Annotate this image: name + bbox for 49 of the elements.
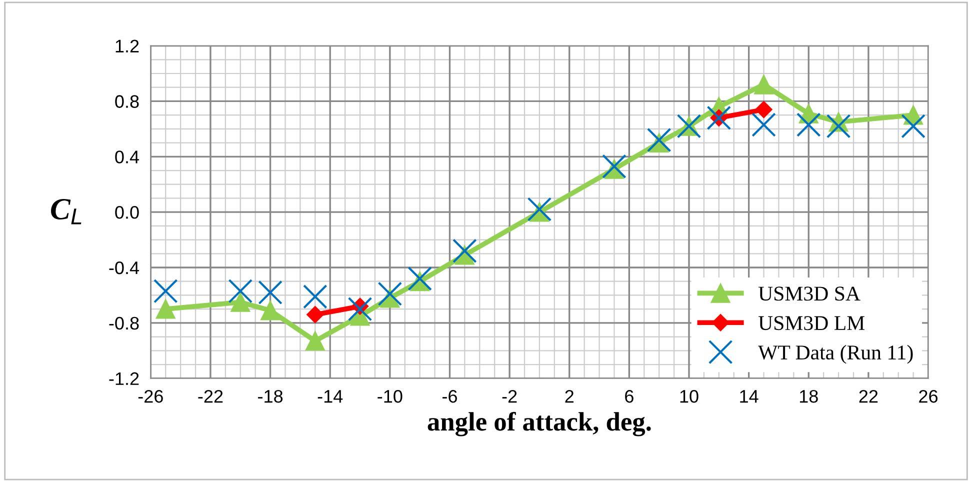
x-tick-label: -6	[442, 390, 457, 403]
y-tick-label: -0.8	[109, 316, 139, 330]
legend-label: USM3D LM	[758, 316, 865, 330]
y-axis-title: C$_{L}$	[51, 198, 82, 224]
point	[901, 114, 926, 138]
point	[306, 306, 324, 324]
point	[754, 74, 774, 94]
x-tick-label: 6	[625, 390, 634, 403]
point	[452, 238, 477, 264]
x-tick-label: 10	[680, 390, 698, 403]
point	[228, 278, 253, 304]
point	[527, 197, 552, 222]
point	[348, 296, 372, 322]
point	[156, 299, 176, 319]
y-tick-label: -0.4	[109, 261, 140, 274]
x-axis-title: angle of attack, deg.	[428, 412, 651, 436]
point	[260, 300, 280, 320]
point	[796, 112, 821, 137]
x-tick-label: 26	[919, 390, 938, 403]
x-tick-label: -10	[378, 390, 402, 403]
point	[408, 266, 432, 291]
point	[602, 154, 626, 179]
point	[258, 280, 282, 305]
y-tick-label: 0.0	[115, 206, 139, 219]
x-tick-label: 2	[565, 390, 574, 403]
x-tick-label: -2	[502, 390, 517, 403]
x-tick-label: -22	[198, 390, 223, 403]
y-tick-label: 0.8	[115, 95, 139, 108]
point	[826, 114, 851, 138]
x-tick-label: 14	[740, 390, 758, 403]
x-tick-label: -18	[258, 390, 283, 403]
x-tick-label: 22	[859, 390, 878, 403]
point	[646, 128, 672, 152]
point	[378, 282, 402, 306]
point	[230, 292, 250, 312]
y-tick-label: 1.2	[116, 40, 139, 52]
x-tick-label: 18	[800, 390, 818, 403]
point	[302, 284, 328, 309]
point	[706, 106, 732, 130]
point	[755, 100, 772, 118]
point	[752, 112, 776, 137]
legend-label: WT Data (Run 11)	[758, 344, 913, 364]
point	[153, 278, 178, 304]
point	[305, 331, 325, 351]
legend-label: USM3D SA	[758, 286, 860, 301]
x-tick-label: -14	[318, 390, 343, 403]
y-tick-label: 0.4	[115, 150, 140, 164]
y-tick-label: -1.2	[109, 372, 139, 385]
x-tick-label: -26	[138, 390, 163, 403]
